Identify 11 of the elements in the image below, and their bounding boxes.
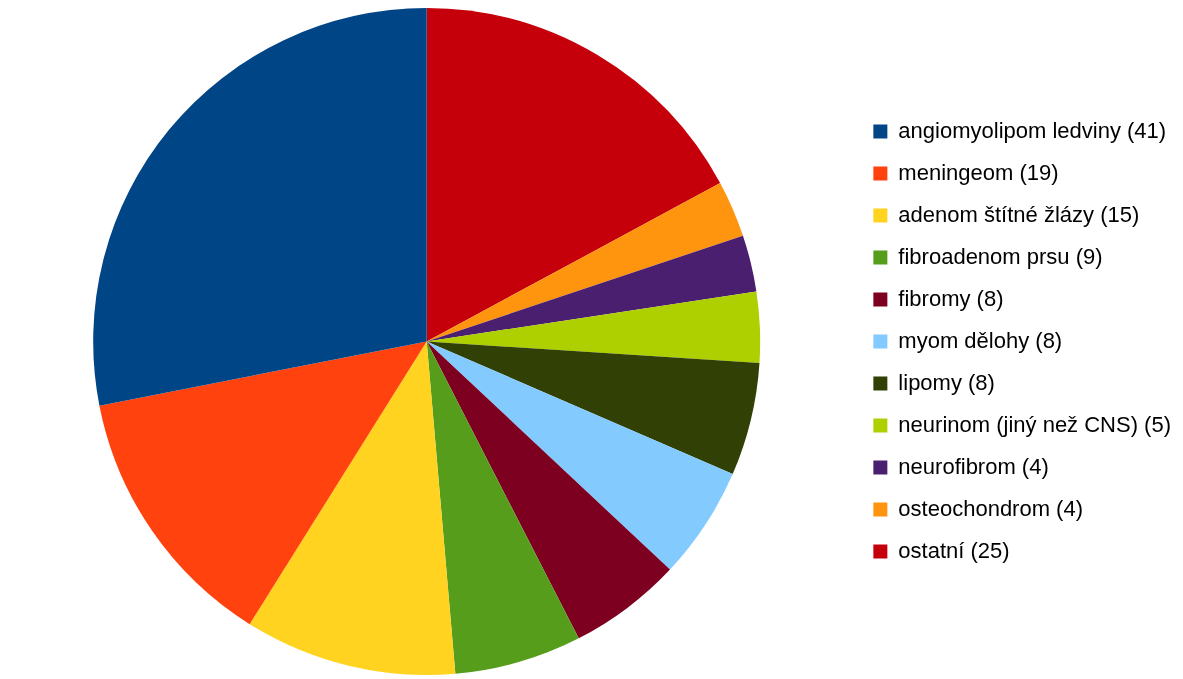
legend-label: myom dělohy (8) — [898, 327, 1063, 353]
legend-label: neurofibrom (4) — [898, 453, 1049, 479]
legend-label: meningeom (19) — [898, 159, 1059, 185]
legend-label: neurinom (jiný než CNS) (5) — [898, 411, 1171, 437]
legend-label: fibroadenom prsu (9) — [898, 243, 1103, 269]
legend-label: osteochondrom (4) — [898, 495, 1084, 521]
legend-label: lipomy (8) — [898, 369, 995, 395]
legend-label: fibromy (8) — [898, 285, 1004, 311]
legend-label: adenom štítné žlázy (15) — [898, 201, 1140, 227]
legend-label: angiomyolipom ledviny (41) — [898, 117, 1167, 143]
legend-label: ostatní (25) — [898, 537, 1010, 563]
